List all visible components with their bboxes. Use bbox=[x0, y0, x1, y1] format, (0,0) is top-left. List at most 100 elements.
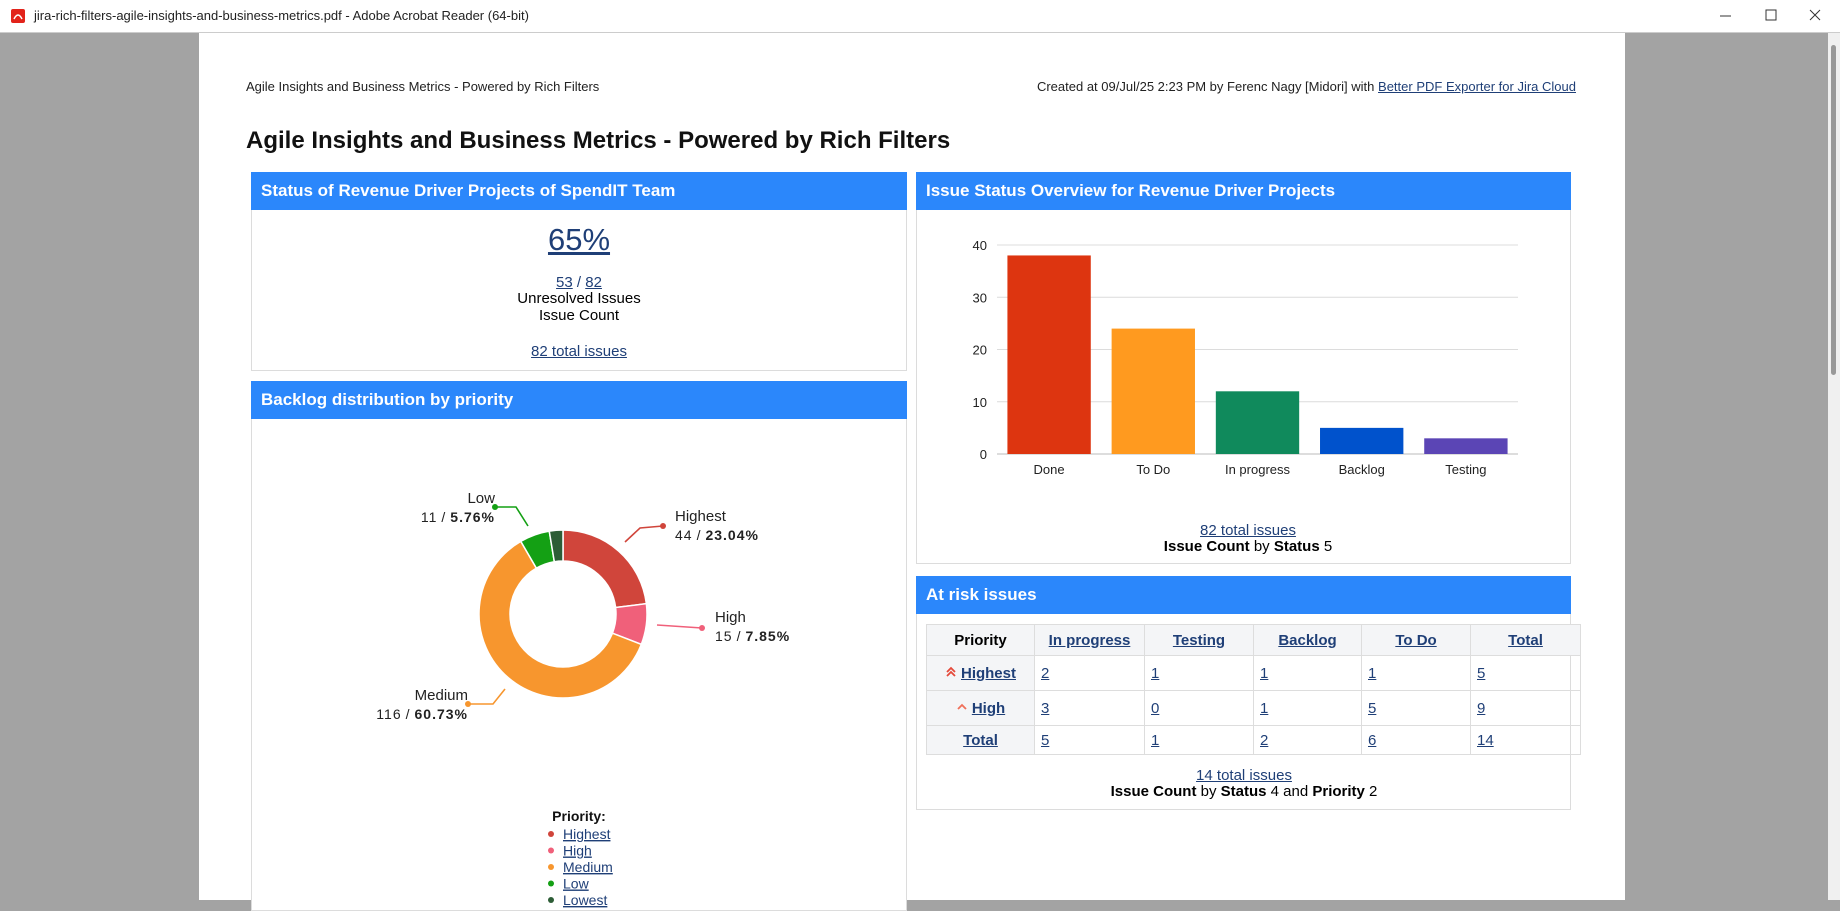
x-tick-label: In progress bbox=[1225, 462, 1291, 477]
column-header[interactable]: In progress bbox=[1034, 624, 1145, 656]
slice-value: 15/7.85% bbox=[715, 628, 790, 644]
slice-name: Medium bbox=[415, 687, 468, 704]
cell-value[interactable]: 1 bbox=[1260, 664, 1269, 682]
percent: 23.04% bbox=[705, 527, 758, 543]
cell-value[interactable]: 1 bbox=[1260, 699, 1269, 717]
count: 4 bbox=[1270, 783, 1279, 800]
cell: 9 bbox=[1470, 690, 1581, 726]
cell-value[interactable]: 5 bbox=[1041, 731, 1050, 749]
slice-name: Low bbox=[467, 490, 495, 507]
cell-value[interactable]: 1 bbox=[1151, 664, 1160, 682]
total-link[interactable]: 82 total issues bbox=[531, 343, 627, 360]
cell-value[interactable]: 5 bbox=[1368, 699, 1377, 717]
donut-slice bbox=[548, 529, 564, 563]
column-header[interactable]: To Do bbox=[1361, 624, 1471, 656]
separator: / bbox=[737, 628, 742, 644]
line1: Unresolved Issues bbox=[517, 290, 641, 307]
measure: Issue Count bbox=[1110, 783, 1197, 800]
bar bbox=[1111, 328, 1195, 454]
cell: 14 bbox=[1470, 725, 1581, 755]
column-header[interactable]: Testing bbox=[1144, 624, 1254, 656]
count: 15 bbox=[715, 628, 733, 644]
total-link[interactable]: 14 total issues bbox=[1196, 767, 1292, 784]
slice-value: 11/5.76% bbox=[421, 509, 495, 525]
legend-item[interactable]: Highest bbox=[563, 826, 611, 842]
cell: 5 bbox=[1470, 655, 1581, 691]
cell: 0 bbox=[1144, 690, 1254, 726]
cell-value[interactable]: 2 bbox=[1041, 664, 1050, 682]
by: by bbox=[1200, 783, 1217, 800]
panel-header: Backlog distribution by priority bbox=[251, 381, 907, 419]
x-tick-label: To Do bbox=[1136, 462, 1170, 477]
panel-header: At risk issues bbox=[916, 576, 1571, 614]
cell: 2 bbox=[1034, 655, 1145, 691]
priority[interactable]: Total bbox=[963, 731, 998, 749]
connector bbox=[656, 624, 703, 629]
cell: 5 bbox=[1034, 725, 1145, 755]
legend-item[interactable]: Lowest bbox=[563, 892, 607, 908]
donut-slice bbox=[562, 529, 648, 609]
window-controls[interactable] bbox=[1700, 6, 1830, 26]
x-tick-label: Testing bbox=[1445, 462, 1486, 477]
cell-value[interactable]: 14 bbox=[1477, 731, 1494, 749]
separator: / bbox=[441, 509, 446, 525]
and: and bbox=[1283, 783, 1309, 800]
bar bbox=[1424, 438, 1508, 454]
cell-value[interactable]: 2 bbox=[1260, 731, 1269, 749]
cell-value[interactable]: 5 bbox=[1477, 664, 1486, 682]
total-link[interactable]: 82 total issues bbox=[1200, 522, 1296, 539]
count: 2 bbox=[1369, 783, 1378, 800]
column-header[interactable]: Backlog bbox=[1253, 624, 1362, 656]
priority-icon bbox=[957, 703, 967, 710]
slice-name: Highest bbox=[675, 508, 727, 525]
app-icon bbox=[11, 9, 25, 23]
legend-item[interactable]: Low bbox=[563, 876, 590, 892]
legend-item[interactable]: High bbox=[563, 843, 592, 859]
label-dot bbox=[465, 701, 471, 707]
exporter-link[interactable]: Better PDF Exporter for Jira Cloud bbox=[1378, 79, 1576, 94]
legend-item[interactable]: Medium bbox=[563, 859, 613, 875]
cell: 2 bbox=[1253, 725, 1362, 755]
ratio: 53 / 82 bbox=[556, 274, 602, 291]
percent: 7.85% bbox=[745, 628, 790, 644]
cell-value[interactable]: 0 bbox=[1151, 699, 1160, 717]
donut-panel bbox=[251, 381, 907, 911]
separator: / bbox=[576, 274, 582, 291]
count: 116 bbox=[376, 706, 401, 722]
y-tick-label: 20 bbox=[973, 343, 987, 358]
label-dot bbox=[660, 523, 666, 529]
percent[interactable]: 65% bbox=[547, 222, 611, 257]
y-tick-label: 40 bbox=[973, 238, 987, 253]
connector bbox=[495, 506, 529, 527]
x-tick-label: Backlog bbox=[1339, 462, 1385, 477]
priority[interactable]: Highest bbox=[960, 664, 1016, 682]
field: Status bbox=[1220, 783, 1267, 800]
table-row: High 3 0 1 5 9 bbox=[926, 690, 1581, 726]
window-title: jira-rich-filters-agile-insights-and-bus… bbox=[34, 8, 529, 23]
column-header[interactable]: Total bbox=[1470, 624, 1581, 656]
priority-icon bbox=[946, 666, 956, 677]
chart-footer: Issue Count by Status 5 bbox=[1164, 538, 1332, 555]
priority[interactable]: High bbox=[971, 699, 1006, 717]
bar-chart: 0 10 20 30 40 Done To Do In progress Backlog Test… bbox=[973, 238, 1518, 477]
scrollbar[interactable] bbox=[1828, 33, 1840, 900]
cell-value[interactable]: 9 bbox=[1477, 699, 1486, 717]
y-tick-label: 30 bbox=[973, 290, 987, 305]
cell-value[interactable]: 3 bbox=[1041, 699, 1050, 717]
legend-dot bbox=[548, 880, 554, 887]
legend-dot bbox=[548, 831, 554, 837]
cell: 1 bbox=[1144, 655, 1254, 691]
cell-value[interactable]: 1 bbox=[1151, 731, 1160, 749]
cell-value[interactable]: 1 bbox=[1368, 664, 1377, 682]
created-text: Created at 09/Jul/25 2:23 PM by Ferenc N… bbox=[1036, 79, 1375, 94]
connector bbox=[624, 525, 664, 543]
label-dot bbox=[492, 504, 498, 510]
created-info: Created at 09/Jul/25 2:23 PM by Ferenc N… bbox=[1037, 79, 1576, 94]
cell-value[interactable]: 6 bbox=[1368, 731, 1377, 749]
numerator[interactable]: 53 bbox=[556, 274, 573, 291]
table-row: Highest 2 1 1 1 5 bbox=[926, 655, 1581, 691]
bar bbox=[1007, 255, 1091, 454]
chevron bbox=[957, 703, 967, 710]
denominator[interactable]: 82 bbox=[585, 274, 602, 291]
cell: 3 bbox=[1034, 690, 1145, 726]
